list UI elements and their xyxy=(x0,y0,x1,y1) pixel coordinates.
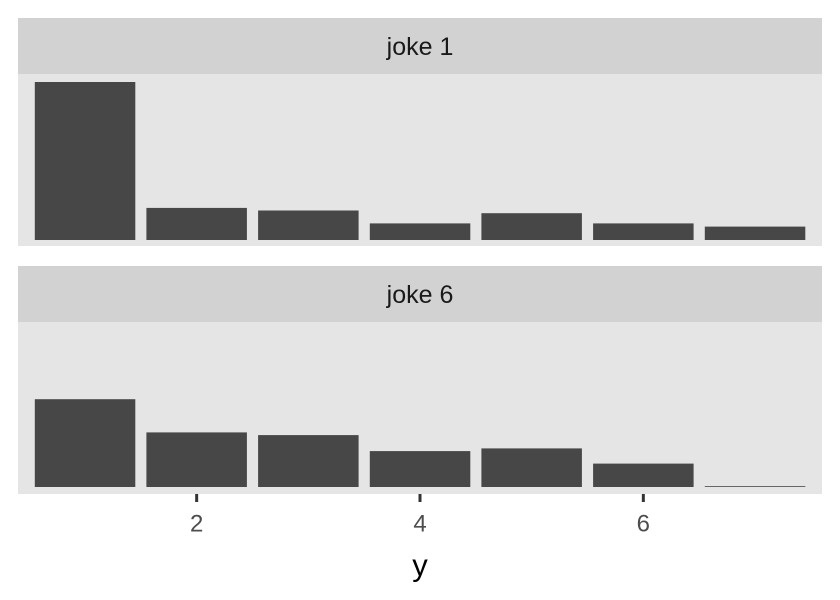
strip-label: joke 6 xyxy=(386,281,454,309)
facet-panel-joke-1: joke 1 xyxy=(18,18,822,246)
bar xyxy=(34,82,136,240)
x-tick-label: 2 xyxy=(190,511,203,538)
bar xyxy=(481,448,582,487)
bar xyxy=(369,451,471,487)
x-tick-label: 6 xyxy=(637,511,650,538)
bar xyxy=(481,213,582,240)
bar xyxy=(34,399,136,487)
x-tick-label: 4 xyxy=(413,511,426,538)
bar xyxy=(258,210,359,240)
facet-panel-joke-6: joke 6 xyxy=(18,266,822,494)
strip-background xyxy=(18,266,822,322)
bar xyxy=(146,207,247,240)
strip-background xyxy=(18,18,822,74)
bar xyxy=(593,223,694,240)
bar-group xyxy=(34,82,806,240)
strip-label: joke 1 xyxy=(386,33,454,61)
bar xyxy=(593,463,694,487)
panel-background xyxy=(18,74,822,246)
bar xyxy=(146,432,247,487)
bar xyxy=(704,226,806,240)
bar xyxy=(258,435,359,487)
x-axis: 2 4 6 xyxy=(190,494,650,538)
bar-group xyxy=(34,399,806,487)
bar xyxy=(369,223,471,240)
bar xyxy=(704,486,806,487)
x-axis-title: y xyxy=(412,548,428,583)
